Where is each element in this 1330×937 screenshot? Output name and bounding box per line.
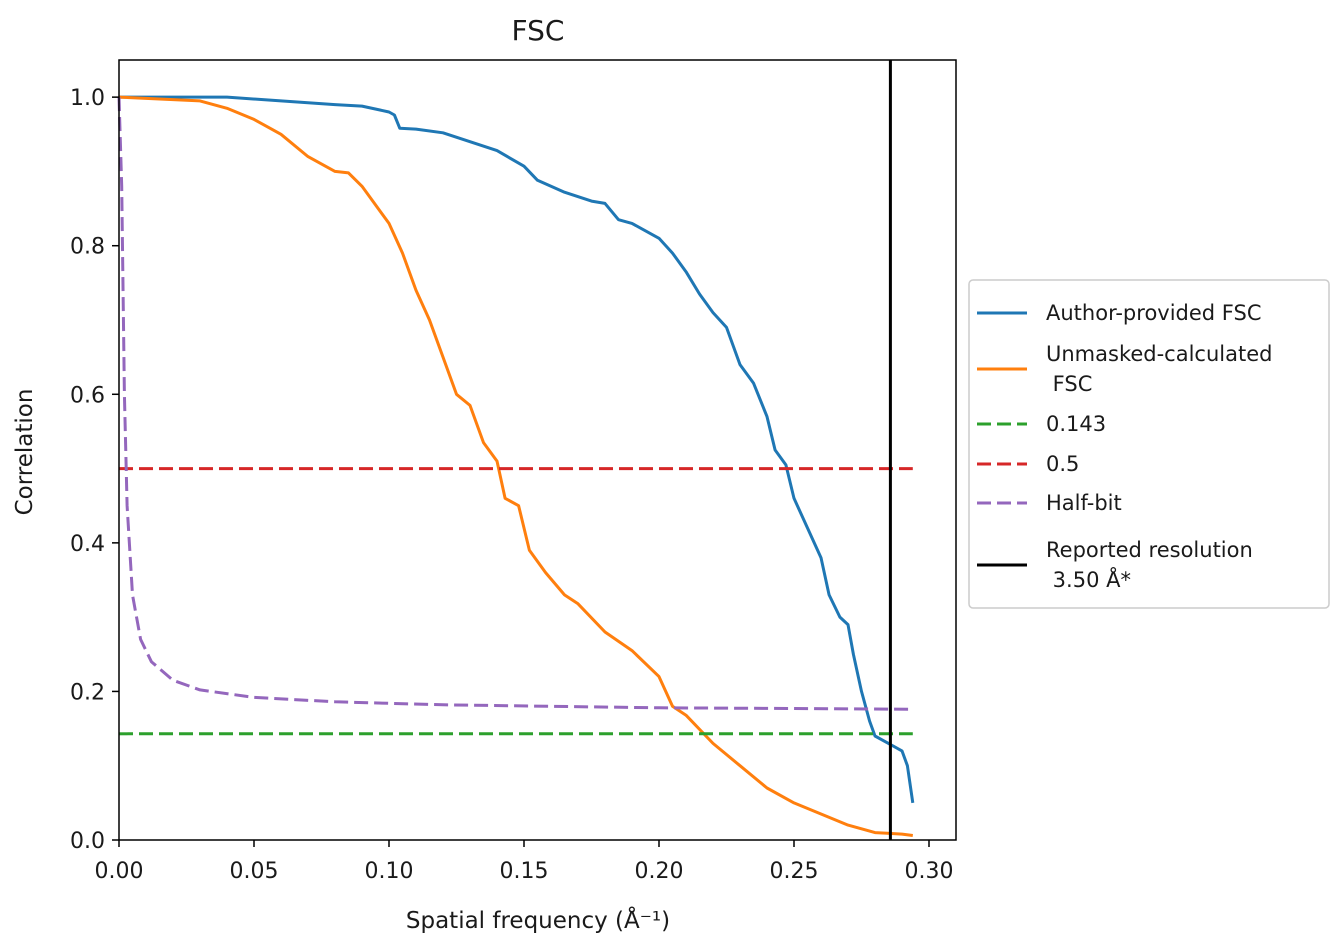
x-tick-label: 0.20 [635, 859, 684, 884]
x-tick-label: 0.05 [230, 859, 279, 884]
plot-frame [118, 59, 957, 841]
y-tick-label: 0.4 [70, 532, 105, 557]
legend-label-0-5: 0.5 [1046, 452, 1079, 476]
y-tick-label: 1.0 [70, 86, 105, 111]
legend-label-0-143: 0.143 [1046, 412, 1106, 436]
legend-label-half-bit: Half-bit [1046, 491, 1122, 515]
legend-box [968, 279, 1330, 609]
x-tick-label: 0.25 [770, 859, 819, 884]
series-layer [117, 60, 915, 840]
series-line-half-bit [117, 97, 913, 711]
x-tick-label: 0.30 [905, 859, 954, 884]
series-line-author-provided-fsc [119, 95, 915, 804]
legend-label-unmasked-calculated: Unmasked-calculated FSC [1046, 342, 1272, 396]
x-tick-label: 0.10 [365, 859, 414, 884]
y-axis: 0.0 0.2 0.4 0.6 0.8 1.0 [70, 86, 119, 854]
legend-label-reported-resolution: Reported resolution 3.50 Å* [1046, 538, 1253, 592]
y-tick-label: 0.6 [70, 383, 105, 408]
y-tick-label: 0.2 [70, 680, 105, 705]
y-tick-label: 0.0 [70, 829, 105, 854]
legend: Author-provided FSC Unmasked-calculated F… [968, 279, 1330, 609]
legend-label-author-provided-fsc: Author-provided FSC [1046, 301, 1262, 325]
series-line-unmasked-calculated [118, 95, 913, 837]
y-axis-label: Correlation [12, 389, 38, 516]
x-tick-label: 0.15 [500, 859, 549, 884]
x-axis: 0.00 0.05 0.10 0.15 0.20 0.25 0.30 [95, 840, 954, 884]
y-tick-label: 0.8 [70, 235, 105, 260]
x-tick-label: 0.00 [95, 859, 144, 884]
x-axis-label: Spatial frequency (Å⁻¹) [406, 906, 670, 934]
chart-title: FSC [512, 14, 565, 47]
